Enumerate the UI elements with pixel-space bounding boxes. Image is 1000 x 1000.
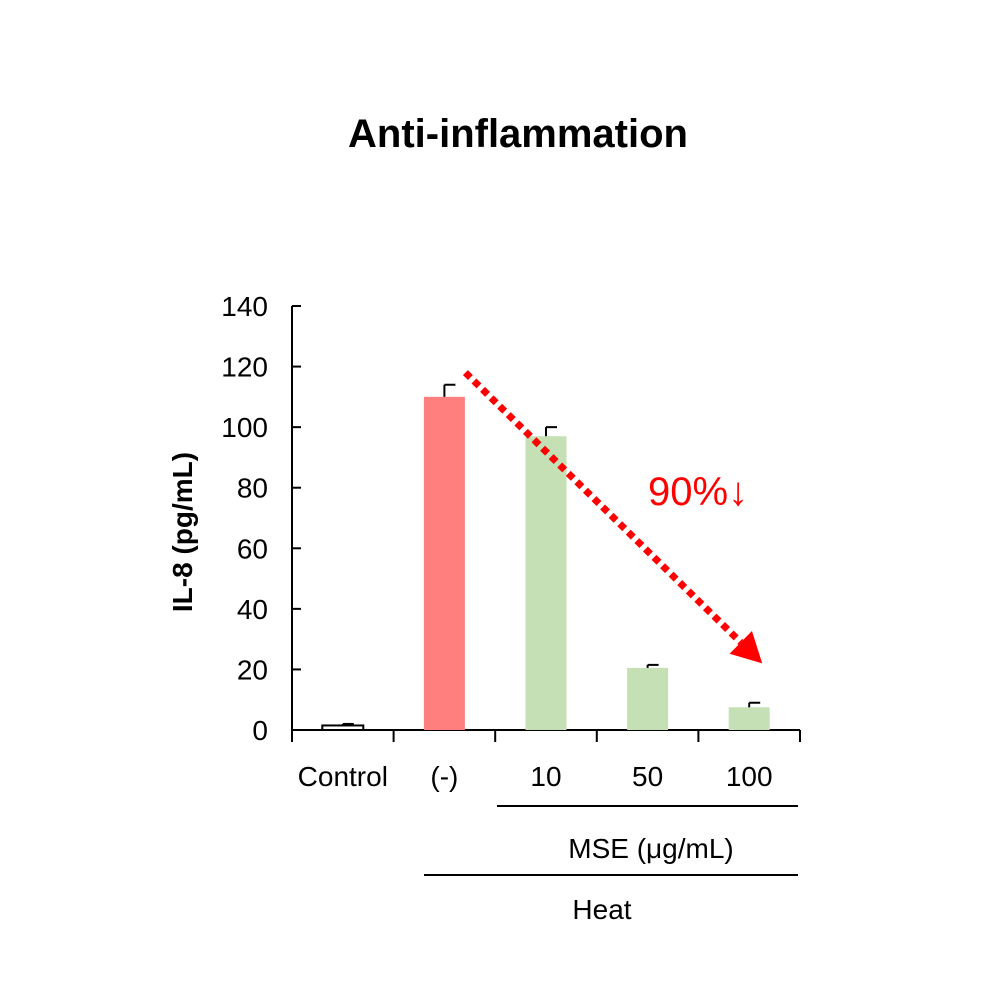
group-labels: MSE (μg/mL) Heat	[424, 805, 798, 925]
x-tick-label: 50	[632, 761, 663, 792]
mse-group-label: MSE (μg/mL)	[568, 833, 733, 864]
y-tick-label: 80	[237, 473, 268, 504]
x-tick-label: Control	[298, 761, 388, 792]
y-tick-label: 0	[252, 715, 268, 746]
y-tick-label: 60	[237, 533, 268, 564]
x-tick-label: (-)	[430, 761, 458, 792]
x-tick-label: 10	[530, 761, 561, 792]
reduction-annotation: 90%↓	[648, 470, 748, 514]
heat-group-label: Heat	[572, 894, 631, 925]
trend-arrow-line	[462, 370, 744, 645]
x-tick-label: 100	[726, 761, 773, 792]
bars	[321, 383, 770, 732]
bar	[728, 707, 770, 730]
y-axis-label: IL-8 (pg/mL)	[167, 452, 198, 612]
bar	[423, 396, 465, 730]
bar	[627, 667, 669, 730]
bar	[525, 436, 567, 730]
annotation-layer: 90%↓	[462, 370, 763, 664]
y-tick-label: 120	[221, 352, 268, 383]
y-tick-label: 140	[221, 291, 268, 322]
chart-title: Anti-inflammation	[348, 112, 688, 156]
y-tick-label: 100	[221, 412, 268, 443]
y-tick-label: 40	[237, 594, 268, 625]
trend-arrow-head	[729, 630, 763, 664]
y-tick-label: 20	[237, 654, 268, 685]
axes: 0 20 40 60 80 100 120 140 Control (-) 10 50 100	[221, 291, 801, 792]
bar	[321, 724, 365, 732]
